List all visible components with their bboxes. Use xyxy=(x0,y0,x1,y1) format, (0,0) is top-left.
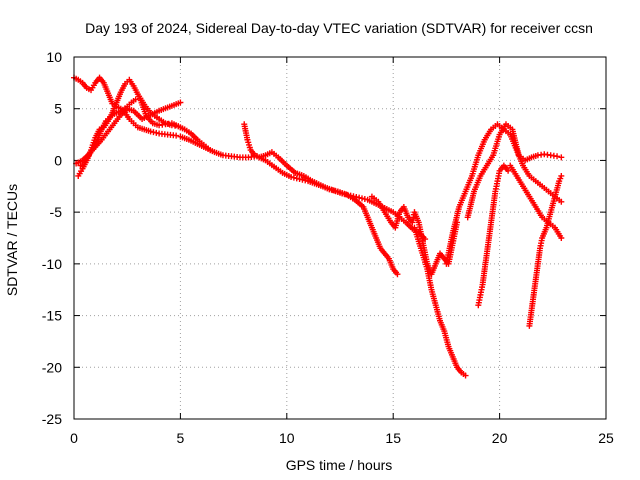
data-point xyxy=(207,147,214,154)
series-trace-i xyxy=(464,121,565,221)
y-tick-label: 0 xyxy=(54,152,62,168)
y-tick-label: -15 xyxy=(42,308,62,324)
x-tick-label: 0 xyxy=(70,430,78,446)
data-point xyxy=(132,96,139,103)
x-tick-label: 25 xyxy=(598,430,614,446)
y-tick-label: -25 xyxy=(42,411,62,427)
series-trace-l xyxy=(507,162,565,241)
series-trace-j xyxy=(475,162,512,309)
series-trace-k xyxy=(526,172,565,329)
data-point xyxy=(505,167,512,174)
data-point xyxy=(558,154,565,161)
data-point xyxy=(558,198,565,205)
data-point xyxy=(177,99,184,106)
data-point xyxy=(554,153,561,160)
series-trace-e xyxy=(241,121,401,278)
plot-frame xyxy=(73,56,607,420)
grid-layer xyxy=(73,56,607,420)
x-axis-label: GPS time / hours xyxy=(286,457,393,473)
marks-layer xyxy=(71,74,565,379)
series-trace-g xyxy=(411,224,469,379)
x-tick-label: 15 xyxy=(385,430,401,446)
y-tick-label: -20 xyxy=(42,359,62,375)
x-tick-label: 5 xyxy=(177,430,185,446)
chart-title: Day 193 of 2024, Sidereal Day-to-day VTE… xyxy=(85,20,593,36)
series-trace-h xyxy=(443,121,565,267)
x-tick-label: 10 xyxy=(279,430,295,446)
y-tick-label: 10 xyxy=(46,49,62,65)
x-tick-label: 20 xyxy=(492,430,508,446)
x-tick-labels: 0 5 10 15 20 25 xyxy=(70,430,614,446)
data-point xyxy=(394,271,401,278)
y-tick-label: 5 xyxy=(54,101,62,117)
data-point xyxy=(177,124,184,131)
data-point xyxy=(173,132,180,139)
data-point xyxy=(558,172,565,179)
y-tick-label: -5 xyxy=(50,204,63,220)
y-tick-label: -10 xyxy=(42,256,62,272)
series-trace-a xyxy=(71,74,429,243)
y-axis-label: SDTVAR / TECUs xyxy=(4,184,20,296)
data-point xyxy=(462,372,469,379)
y-tick-labels: -25 -20 -15 -10 -5 0 5 10 xyxy=(42,49,62,427)
data-point xyxy=(558,235,565,241)
series-trace-d xyxy=(73,99,184,167)
